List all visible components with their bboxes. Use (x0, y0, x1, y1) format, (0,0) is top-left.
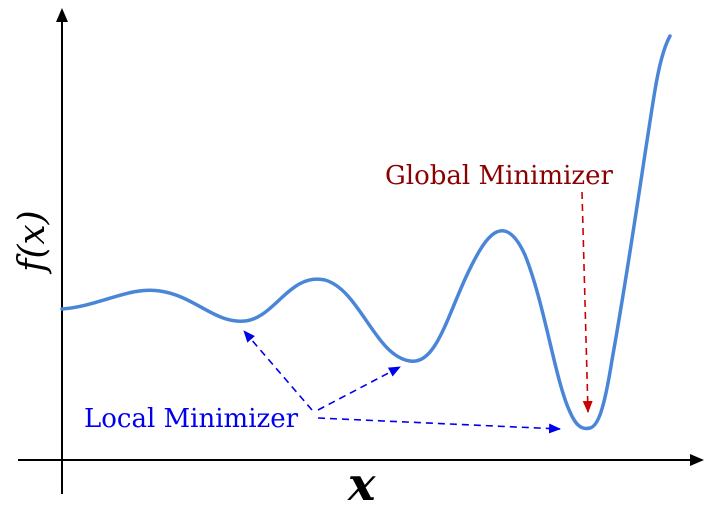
local-minimizer-label: Local Minimizer (84, 404, 299, 434)
local-minimizer-arrow-3 (317, 417, 561, 434)
global-minimizer-label: Global Minimizer (385, 161, 614, 191)
local-minimizer-arrow-2 (317, 366, 401, 411)
x-axis-label: x (347, 457, 376, 507)
global-minimizer-arrow (581, 191, 593, 413)
function-curve (60, 34, 672, 431)
y-axis-label: f(x) (12, 210, 53, 275)
local-minimizer-arrow-1 (243, 330, 313, 411)
